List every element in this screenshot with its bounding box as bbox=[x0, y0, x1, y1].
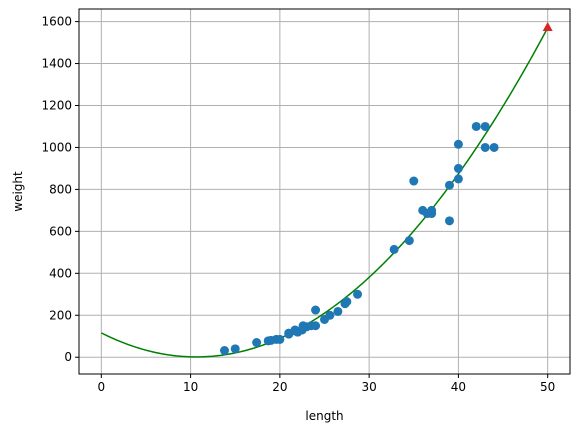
axis-ticks: 0 10 20 30 40 50 0 200 400 600 800 1000 1200 1400 1600 bbox=[41, 15, 555, 394]
data-point bbox=[480, 142, 490, 152]
data-point bbox=[230, 344, 240, 354]
data-point bbox=[342, 297, 352, 307]
y-tick-label: 1200 bbox=[41, 98, 72, 112]
data-points bbox=[220, 121, 499, 356]
fit-curve bbox=[100, 27, 549, 358]
data-point bbox=[453, 174, 463, 184]
fit-curve-layer bbox=[100, 27, 549, 358]
y-tick-label: 1400 bbox=[41, 57, 72, 71]
data-point bbox=[275, 334, 285, 344]
data-point bbox=[311, 305, 321, 315]
x-tick-label: 0 bbox=[97, 380, 105, 394]
y-tick-label: 0 bbox=[64, 350, 72, 364]
data-point bbox=[220, 346, 230, 356]
data-point bbox=[453, 163, 463, 173]
data-point bbox=[333, 306, 343, 316]
data-point bbox=[444, 180, 454, 190]
y-tick-label: 400 bbox=[49, 266, 72, 280]
data-point bbox=[404, 236, 414, 246]
y-tick-label: 600 bbox=[49, 224, 72, 238]
data-point bbox=[444, 216, 454, 226]
data-point bbox=[489, 142, 499, 152]
x-tick-label: 20 bbox=[272, 380, 287, 394]
prediction-marker bbox=[542, 22, 553, 32]
y-tick-label: 800 bbox=[49, 182, 72, 196]
x-tick-label: 50 bbox=[540, 380, 555, 394]
data-point bbox=[311, 321, 321, 331]
grid-lines bbox=[79, 9, 570, 374]
y-tick-label: 200 bbox=[49, 308, 72, 322]
y-axis-label: weight bbox=[11, 171, 25, 212]
data-point bbox=[427, 205, 437, 215]
x-tick-label: 30 bbox=[361, 380, 376, 394]
y-tick-label: 1600 bbox=[41, 15, 72, 29]
data-point bbox=[453, 139, 463, 149]
x-tick-label: 10 bbox=[183, 380, 198, 394]
data-point bbox=[409, 176, 419, 186]
x-tick-label: 40 bbox=[451, 380, 466, 394]
data-point bbox=[325, 310, 335, 320]
plot-frame bbox=[78, 8, 571, 375]
data-point bbox=[252, 338, 262, 348]
data-point bbox=[389, 244, 399, 254]
data-point bbox=[471, 121, 481, 131]
data-point bbox=[480, 121, 490, 131]
prediction-marker-layer bbox=[542, 22, 553, 32]
data-point bbox=[353, 289, 363, 299]
x-axis-label: length bbox=[305, 409, 343, 423]
y-tick-label: 1000 bbox=[41, 140, 72, 154]
